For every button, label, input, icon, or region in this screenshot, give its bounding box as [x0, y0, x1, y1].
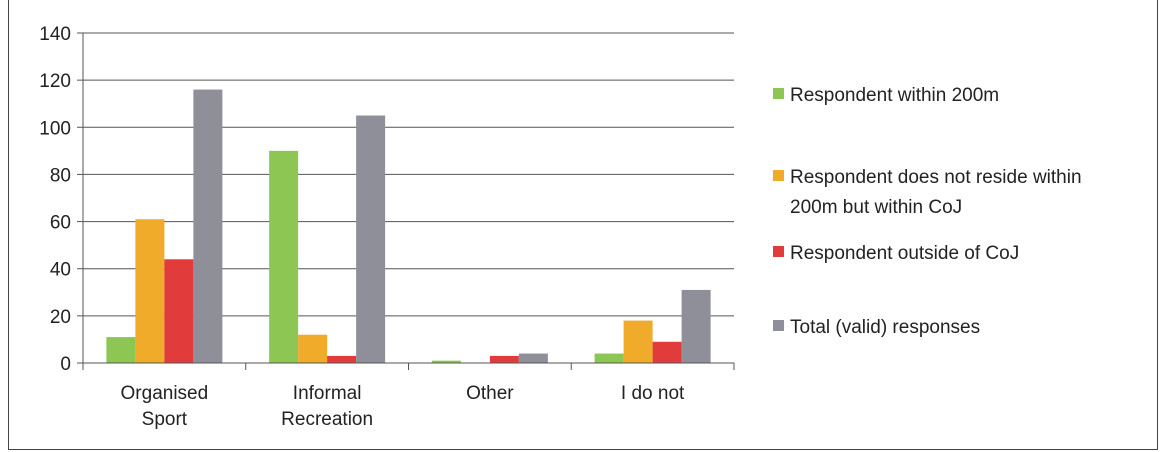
y-tick-label: 60	[50, 213, 71, 234]
bar	[594, 353, 624, 363]
y-tick-label: 120	[39, 71, 71, 92]
legend-swatch	[773, 246, 784, 257]
bar	[652, 341, 682, 363]
bar	[489, 355, 519, 363]
legend-label: Respondent outside of CoJ	[790, 243, 1019, 264]
bar	[518, 353, 548, 363]
bar	[327, 355, 357, 363]
bar	[298, 334, 328, 363]
legend-label: Respondent within 200m	[790, 85, 999, 106]
bar	[431, 360, 461, 363]
bar-chart: 0 20 40 60 80 100 120 140 Organised Sport Informal…	[39, 24, 1082, 430]
x-category-label: Other	[466, 383, 514, 404]
bars-layer	[106, 89, 711, 364]
x-category-label: Recreation	[281, 409, 373, 430]
axis-layer: 0 20 40 60 80 100 120 140 Organised Sport Informal…	[39, 24, 735, 430]
x-category-label: Organised	[121, 383, 209, 404]
legend-swatch	[773, 320, 784, 331]
bar	[356, 115, 386, 363]
y-tick-label: 20	[50, 307, 71, 328]
legend-swatch	[773, 170, 784, 181]
bar	[269, 150, 299, 363]
bar	[135, 219, 165, 363]
y-tick-label: 100	[39, 118, 71, 139]
bar	[681, 289, 711, 363]
legend-label: Respondent does not reside within	[790, 167, 1082, 188]
y-tick-label: 140	[39, 24, 71, 45]
legend: Respondent within 200m Respondent does no…	[773, 85, 1082, 338]
x-category-label: I do not	[621, 383, 685, 404]
x-category-label: Informal	[293, 383, 362, 404]
bar	[623, 320, 653, 363]
chart-frame: 0 20 40 60 80 100 120 140 Organised Sport Informal…	[8, 0, 1158, 450]
x-category-label: Sport	[142, 409, 188, 430]
legend-label: 200m but within CoJ	[790, 197, 962, 218]
bar	[193, 89, 223, 364]
bar	[106, 337, 136, 363]
y-tick-label: 80	[50, 165, 71, 186]
y-tick-label: 0	[60, 354, 71, 375]
y-tick-label: 40	[50, 260, 71, 281]
legend-swatch	[773, 88, 784, 99]
bar	[164, 259, 194, 363]
legend-label: Total (valid) responses	[790, 317, 980, 338]
